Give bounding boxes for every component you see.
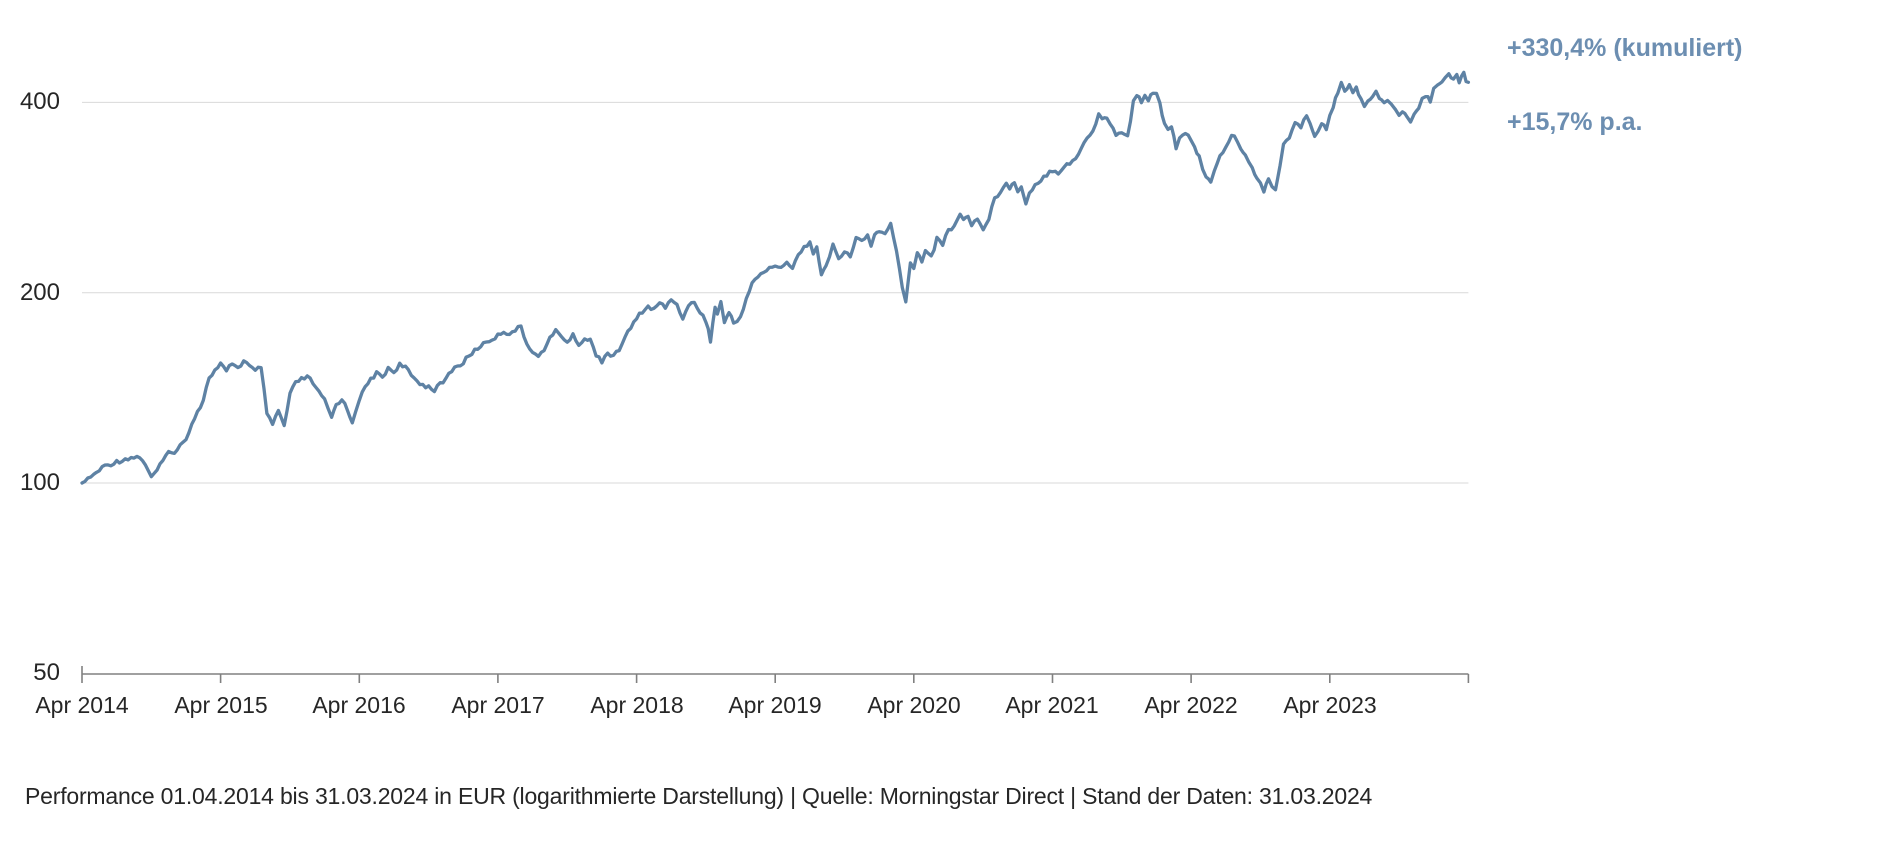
y-tick-label-50: 50 — [33, 659, 60, 686]
x-tick-label-apr-2018: Apr 2018 — [590, 692, 684, 718]
x-tick-label-apr-2015: Apr 2015 — [174, 692, 268, 718]
x-tick-label-apr-2020: Apr 2020 — [867, 692, 961, 718]
annotation-cumulative-return: +330,4% (kumuliert) — [1507, 34, 1743, 62]
y-tick-label-200: 200 — [19, 279, 60, 306]
performance-line — [80, 70, 1471, 485]
x-tick-label-apr-2022: Apr 2022 — [1144, 692, 1238, 718]
y-tick-label-400: 400 — [19, 88, 60, 115]
source-footnote: Performance 01.04.2014 bis 31.03.2024 in… — [25, 783, 1373, 809]
x-tick-label-apr-2019: Apr 2019 — [728, 692, 822, 718]
x-tick-label-apr-2017: Apr 2017 — [451, 692, 545, 718]
x-tick-label-apr-2014: Apr 2014 — [35, 692, 129, 718]
x-tick-label-apr-2021: Apr 2021 — [1005, 692, 1099, 718]
x-tick-label-apr-2023: Apr 2023 — [1283, 692, 1377, 718]
y-tick-label-100: 100 — [19, 469, 60, 496]
annotation-annualized-return: +15,7% p.a. — [1507, 108, 1643, 136]
x-tick-label-apr-2016: Apr 2016 — [312, 692, 406, 718]
